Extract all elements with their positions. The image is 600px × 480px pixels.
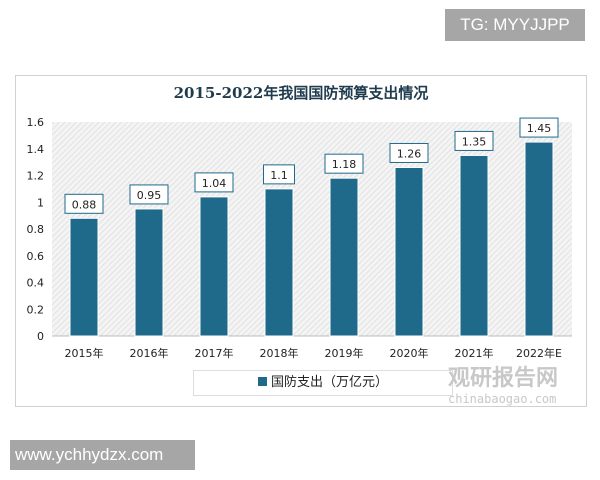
y-tick-label: 1.6 (27, 116, 45, 129)
data-label-box (129, 184, 169, 205)
data-label: 1.26 (397, 147, 422, 160)
plot-area (52, 122, 572, 336)
x-tick-label: 2018年 (260, 346, 299, 360)
watermark-bottom: www.ychhydzx.com (10, 440, 195, 470)
x-tick-label: 2016年 (130, 346, 169, 360)
y-tick-label: 0.6 (27, 250, 45, 263)
y-tick-label: 0.8 (27, 223, 45, 236)
data-label: 1.04 (202, 177, 227, 190)
data-label: 0.88 (72, 198, 97, 211)
x-tick-label: 2022年E (516, 346, 562, 360)
x-tick-label: 2019年 (325, 346, 364, 360)
bar (329, 177, 359, 337)
x-tick-label: 2021年 (455, 346, 494, 360)
x-tick-label: 2020年 (390, 346, 429, 360)
data-label-box (389, 142, 429, 163)
legend-swatch (257, 377, 267, 386)
bar (394, 166, 424, 337)
y-tick-label: 1 (37, 196, 44, 209)
bar (199, 196, 229, 337)
legend-label: 国防支出（万亿元） (270, 375, 388, 390)
logo-cn: 观研报告网 (448, 366, 559, 391)
data-label-box (519, 117, 559, 138)
x-tick-label: 2017年 (195, 346, 234, 360)
watermark-top: TG: MYYJJPP (445, 9, 585, 41)
y-tick-label: 1.4 (27, 143, 45, 156)
legend: 国防支出（万亿元） (193, 370, 453, 396)
bar (524, 141, 554, 337)
data-label: 1.35 (462, 135, 487, 148)
data-label: 0.95 (137, 189, 162, 202)
data-label: 1.18 (332, 158, 357, 171)
bar (134, 208, 164, 337)
logo-en: chinabaogao.com (448, 392, 557, 406)
x-tick-label: 2015年 (65, 346, 104, 360)
logo-watermark: 观研报告网 chinabaogao.com (398, 360, 558, 406)
data-label-box (454, 130, 494, 151)
data-label: 1.45 (527, 122, 552, 135)
bar (459, 154, 489, 337)
y-tick-label: 0.4 (27, 277, 45, 290)
y-tick-label: 1.2 (27, 170, 45, 183)
chart-frame (15, 75, 587, 407)
data-label: 1.1 (270, 169, 288, 182)
y-tick-label: 0.2 (27, 303, 45, 316)
y-tick-label: 0 (37, 330, 44, 343)
data-label-box (263, 164, 295, 185)
bar (69, 217, 99, 337)
data-label-box (324, 153, 364, 174)
data-label-box (64, 193, 104, 214)
bar (264, 188, 294, 337)
chart-title: 2015-2022年我国国防预算支出情况 (173, 84, 429, 102)
data-label-box (194, 172, 234, 193)
